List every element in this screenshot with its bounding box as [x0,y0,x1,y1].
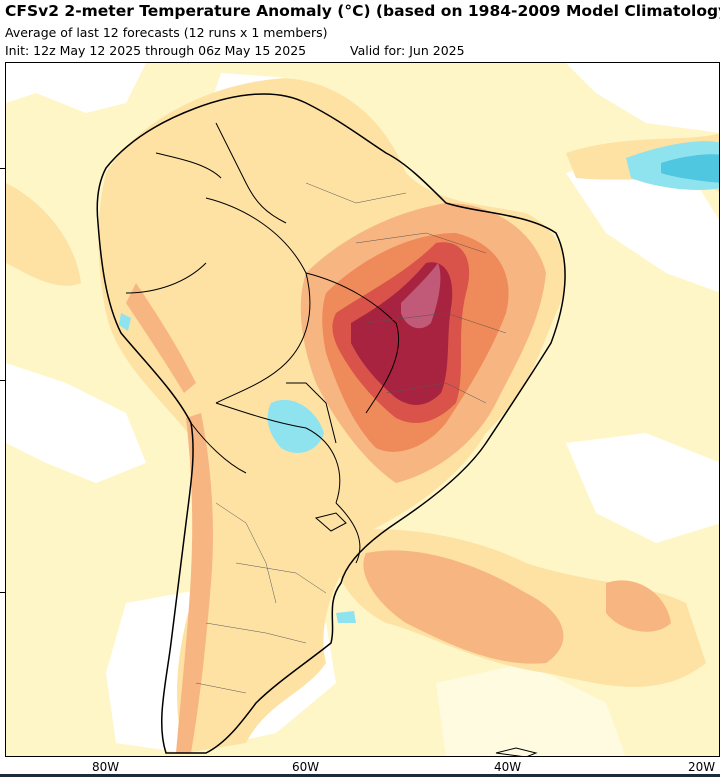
state-border [215,502,277,604]
lon-label-60w: 60W [292,760,320,774]
borders [125,122,400,564]
state-border [355,232,487,254]
neutral-area [566,63,719,133]
lon-label-80w: 80W [92,760,120,774]
lon-label-20w: 20W [688,760,716,774]
country-border [125,262,207,294]
country-border [335,502,361,564]
cool-area [336,611,356,623]
state-border [205,622,307,644]
warmer-area [606,580,671,632]
warmer-area [363,550,564,664]
lake [314,512,347,532]
warm-area [6,183,81,286]
extreme-core [401,263,441,329]
state-border [235,562,327,594]
state-border [305,182,407,204]
lon-label-40w: 40W [494,760,522,774]
map-canvas [6,63,719,756]
country-border [205,197,311,404]
lakes [314,512,538,756]
country-border [190,422,247,474]
lat-tick [0,592,6,593]
warmer-area [176,413,213,753]
state-borders [195,182,507,694]
colder-area [661,154,719,183]
continent-outline [96,93,566,754]
country-border [215,122,287,224]
country-border [305,272,400,414]
init-time: Init: 12z May 12 2025 through 06z May 15… [5,43,307,58]
state-border [195,682,247,694]
map-title: CFSv2 2-meter Temperature Anomaly (°C) (… [5,2,720,20]
map-subtitle: Average of last 12 forecasts (12 runs x … [5,25,328,40]
state-border [365,312,507,334]
map-header: CFSv2 2-meter Temperature Anomaly (°C) (… [0,0,720,62]
lake [495,747,538,756]
neutral-area [6,363,146,483]
country-border [155,152,222,179]
valid-time: Valid for: Jun 2025 [350,43,465,58]
neutral-area [566,433,719,543]
lat-tick [0,168,6,169]
lat-tick [0,380,6,381]
bottom-bar [0,774,720,777]
coastline [96,93,566,754]
cool-area [119,313,131,331]
country-border [286,382,337,444]
neutral-area [6,63,146,113]
neutral-area [436,663,626,756]
country-border [215,402,341,504]
anomaly-map [5,62,720,757]
warmer-area [126,283,196,393]
state-border [385,382,487,404]
